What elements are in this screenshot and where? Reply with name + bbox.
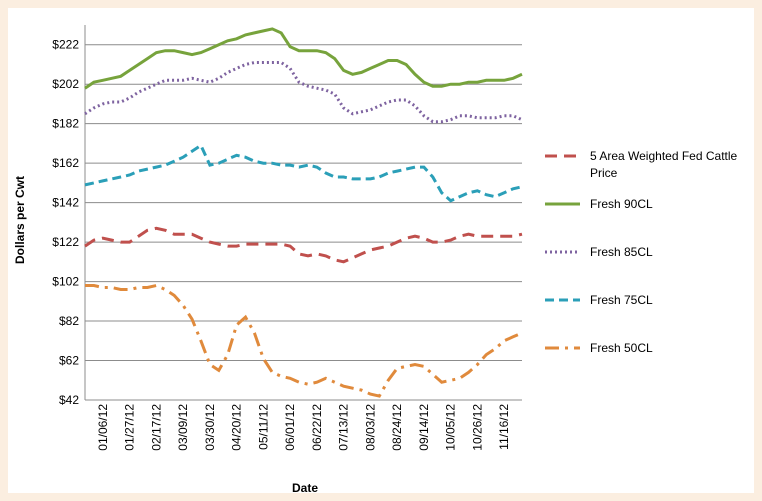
x-tick-label: 03/30/12 bbox=[203, 404, 217, 451]
x-tick-label: 07/13/12 bbox=[337, 404, 351, 451]
y-tick-label: $62 bbox=[59, 354, 79, 368]
series-line bbox=[84, 27, 523, 90]
x-tick-label: 08/24/12 bbox=[390, 404, 404, 451]
x-tick-label: 06/22/12 bbox=[310, 404, 324, 451]
x-tick-label: 11/16/12 bbox=[497, 404, 511, 450]
x-tick-label: 02/17/12 bbox=[149, 404, 163, 451]
x-tick-label: 04/20/12 bbox=[230, 404, 244, 451]
y-tick-label: $122 bbox=[52, 235, 79, 249]
legend-label: Fresh 50CL bbox=[590, 341, 653, 355]
y-tick-label: $102 bbox=[52, 275, 79, 289]
y-tick-label: $42 bbox=[59, 393, 79, 407]
x-tick-label: 08/03/12 bbox=[363, 404, 377, 451]
legend-label: 5 Area Weighted Fed Cattle Price bbox=[590, 149, 738, 180]
series-line bbox=[84, 143, 523, 203]
y-tick-label: $222 bbox=[52, 38, 79, 52]
y-tick-label: $142 bbox=[52, 196, 79, 210]
x-tick-label: 05/11/12 bbox=[256, 404, 270, 450]
legend-label: Fresh 85CL bbox=[590, 245, 653, 259]
x-tick-label: 03/09/12 bbox=[176, 404, 190, 451]
y-tick-label: $162 bbox=[52, 156, 79, 170]
legend-label: Fresh 90CL bbox=[590, 197, 653, 211]
x-axis-title: Date bbox=[292, 481, 318, 495]
x-tick-label: 06/01/12 bbox=[283, 404, 297, 451]
y-tick-label: $182 bbox=[52, 117, 79, 131]
y-axis-title: Dollars per Cwt bbox=[13, 176, 27, 264]
x-tick-label: 01/27/12 bbox=[123, 404, 137, 451]
series-line bbox=[84, 61, 523, 124]
chart-area bbox=[8, 8, 754, 493]
x-tick-label: 09/14/12 bbox=[417, 404, 431, 451]
legend-label: Fresh 75CL bbox=[590, 293, 653, 307]
series-line bbox=[84, 226, 523, 264]
x-tick-label: 10/26/12 bbox=[470, 404, 484, 451]
y-tick-label: $82 bbox=[59, 314, 79, 328]
y-tick-label: $202 bbox=[52, 77, 79, 91]
x-tick-label: 01/06/12 bbox=[96, 404, 110, 451]
x-tick-label: 10/05/12 bbox=[444, 404, 458, 451]
